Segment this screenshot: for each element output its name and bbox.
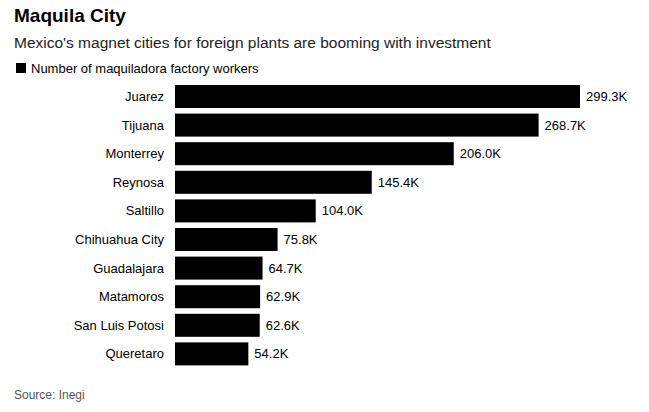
bar	[175, 342, 248, 365]
legend-swatch	[16, 63, 26, 73]
bar	[175, 142, 454, 165]
bar	[175, 314, 260, 337]
y-axis-labels: Juarez Tijuana Monterrey Reynosa Saltillo Chi…	[74, 89, 165, 361]
y-tick-label: Saltillo	[126, 203, 164, 218]
bar	[175, 228, 278, 251]
y-tick-label: Matamoros	[99, 289, 165, 304]
legend: Number of maquiladora factory workers	[16, 61, 259, 76]
bar	[175, 285, 260, 308]
y-tick-label: Monterrey	[105, 146, 164, 161]
bar	[175, 114, 539, 137]
y-tick-label: Tijuana	[122, 118, 165, 133]
data-label: 75.8K	[284, 232, 318, 247]
y-tick-label: San Luis Potosi	[74, 318, 164, 333]
data-label: 62.6K	[266, 318, 300, 333]
chart: Maquila City Mexico's magnet cities for f…	[0, 0, 649, 412]
y-tick-label: Guadalajara	[93, 261, 165, 276]
y-tick-label: Chihuahua City	[75, 232, 164, 247]
legend-label: Number of maquiladora factory workers	[31, 61, 259, 76]
y-tick-label: Reynosa	[113, 175, 165, 190]
subtitle: Mexico's magnet cities for foreign plant…	[14, 34, 491, 51]
bar	[175, 85, 580, 108]
data-label: 64.7K	[269, 261, 303, 276]
bars	[175, 85, 580, 365]
data-label: 104.0K	[322, 203, 364, 218]
data-label: 62.9K	[266, 289, 300, 304]
data-label: 206.0K	[460, 146, 502, 161]
bar	[175, 257, 263, 280]
source: Source: Inegi	[14, 388, 85, 402]
data-label: 268.7K	[545, 118, 587, 133]
bar	[175, 171, 372, 194]
data-label: 54.2K	[254, 346, 288, 361]
y-tick-label: Queretaro	[105, 346, 164, 361]
data-labels: 299.3K 268.7K 206.0K 145.4K 104.0K 75.8K 64.7K…	[254, 89, 627, 361]
data-label: 299.3K	[586, 89, 628, 104]
bar	[175, 199, 316, 222]
data-label: 145.4K	[378, 175, 420, 190]
title: Maquila City	[14, 5, 126, 26]
y-tick-label: Juarez	[125, 89, 164, 104]
